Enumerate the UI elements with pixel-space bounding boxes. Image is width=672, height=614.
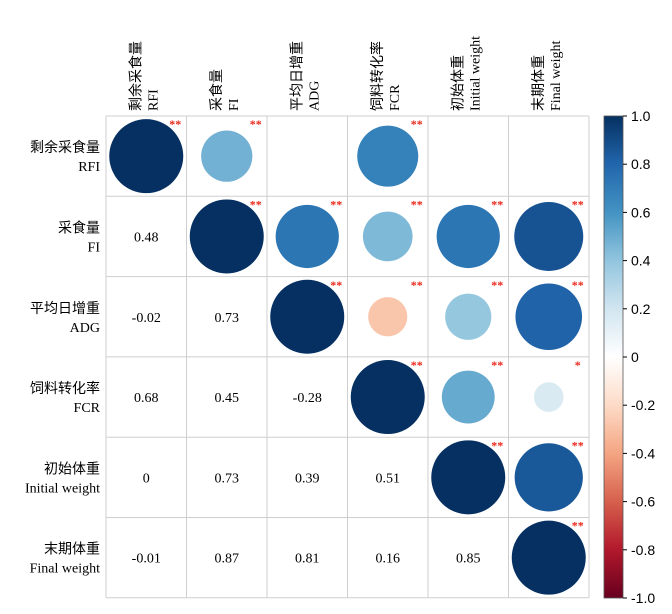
row-label-cn: 初始体重: [44, 460, 100, 477]
column-label-cn: 采食量: [208, 69, 225, 111]
correlation-circle: [514, 201, 584, 271]
correlation-value: 0.73: [215, 471, 240, 486]
correlation-circle: [350, 360, 425, 435]
correlation-value: 0.39: [295, 471, 320, 486]
column-label-cn: 饲料转化率: [369, 41, 386, 111]
column-label-en: FCR: [388, 84, 403, 111]
colorbar-tick-label: -0.6: [631, 494, 655, 510]
row-label-cn: 采食量: [58, 219, 100, 236]
correlation-circle: [511, 520, 586, 595]
colorbar-tick-label: 1.0: [631, 108, 651, 124]
correlation-value: 0.81: [295, 552, 320, 567]
correlation-circle: [362, 211, 413, 262]
colorbar-tick-label: -0.8: [631, 542, 655, 558]
row-label-en: FI: [88, 240, 101, 255]
correlation-value: 0.87: [215, 552, 240, 567]
significance-mark: **: [572, 197, 584, 211]
correlation-circle: [515, 283, 583, 351]
significance-mark: **: [169, 117, 181, 131]
significance-mark: *: [575, 358, 581, 372]
correlation-circle: [431, 440, 506, 515]
significance-mark: **: [411, 117, 423, 131]
column-label-cn: 初始体重: [449, 55, 466, 111]
correlation-value: 0.68: [134, 391, 159, 406]
row-label-en: ADG: [70, 321, 100, 336]
colorbar-tick-label: 0.4: [631, 253, 651, 269]
correlation-value: -0.01: [132, 552, 161, 567]
column-label-en: RFI: [146, 89, 161, 111]
column-label-en: ADG: [307, 81, 322, 111]
column-label-en: Initial weight: [468, 36, 483, 111]
column-labels: 剩余采食量 RFI 采食量 FI 平均日增重 ADG 饲料转化率 FCR 初始体重 Initial…: [127, 36, 564, 111]
colorbar-tick-label: 0.8: [631, 156, 651, 172]
significance-mark: **: [572, 438, 584, 452]
row-label-cn: 剩余采食量: [30, 139, 100, 156]
correlation-value: -0.02: [132, 311, 161, 326]
colorbar-tick-label: 0.2: [631, 301, 651, 317]
correlation-circle: [109, 119, 184, 194]
significance-mark: **: [411, 358, 423, 372]
cells: ** ** ** 0.48 ** ** ** ** ** -0.02 0.73 ** ** ** ** 0.6…: [109, 117, 586, 595]
correlation-circle: [445, 293, 492, 340]
significance-mark: **: [330, 197, 342, 211]
correlation-value: -0.28: [293, 391, 322, 406]
correlation-value: 0.85: [456, 552, 481, 567]
column-label-en: FI: [227, 98, 242, 111]
correlation-circle: [201, 130, 253, 182]
colorbar-gradient: [604, 116, 623, 598]
significance-mark: **: [572, 519, 584, 533]
row-label-cn: 末期体重: [44, 542, 100, 558]
colorbar-tick-label: 0.6: [631, 204, 651, 220]
colorbar-tick-label: 0: [631, 349, 639, 365]
significance-mark: **: [491, 358, 503, 372]
row-label-en: Initial weight: [25, 481, 100, 496]
significance-mark: **: [411, 278, 423, 292]
column-label-cn: 末期体重: [531, 55, 547, 111]
row-label-en: RFI: [78, 160, 100, 175]
correlation-circle: [514, 443, 583, 512]
significance-mark: **: [572, 278, 584, 292]
significance-mark: **: [250, 117, 262, 131]
column-label-cn: 平均日增重: [289, 41, 305, 111]
correlation-value: 0.51: [376, 471, 401, 486]
column-label-en: Final weight: [549, 41, 564, 111]
row-label-cn: 饲料转化率: [30, 380, 100, 397]
correlation-circle: [189, 199, 264, 274]
correlation-circle: [270, 279, 345, 354]
correlation-value: 0.16: [376, 552, 401, 567]
colorbar-tick-label: -0.2: [631, 397, 655, 413]
column-label-cn: 剩余采食量: [127, 41, 144, 111]
significance-mark: **: [491, 438, 503, 452]
colorbar-tick-label: -0.4: [631, 445, 655, 461]
row-labels: 剩余采食量 RFI 采食量 FI 平均日增重 ADG 饲料转化率 FCR 初始体重 Initial…: [25, 139, 101, 577]
correlation-circle: [533, 382, 564, 412]
correlation-circle: [368, 297, 408, 337]
correlation-value: 0.45: [215, 391, 240, 406]
row-label-en: Final weight: [30, 562, 100, 577]
correlation-value: 0: [143, 471, 150, 486]
correlation-circle: [275, 204, 339, 269]
significance-mark: **: [411, 197, 423, 211]
correlation-circle: [436, 204, 500, 269]
colorbar: 1.0 0.8 0.6 0.4 0.2 0 -0.2 -0.4 -0.6 -0.8 -1.0: [603, 108, 655, 606]
correlation-value: 0.48: [134, 230, 159, 245]
grid: [105, 115, 590, 599]
correlation-circle: [357, 125, 419, 187]
correlation-value: 0.73: [215, 311, 240, 326]
correlation-circle: [441, 370, 495, 424]
row-label-en: FCR: [74, 401, 101, 416]
row-label-cn: 平均日增重: [30, 301, 100, 317]
significance-mark: **: [491, 278, 503, 292]
colorbar-tick-label: -1.0: [631, 590, 655, 606]
significance-mark: **: [330, 278, 342, 292]
significance-mark: **: [250, 197, 262, 211]
significance-mark: **: [491, 197, 503, 211]
